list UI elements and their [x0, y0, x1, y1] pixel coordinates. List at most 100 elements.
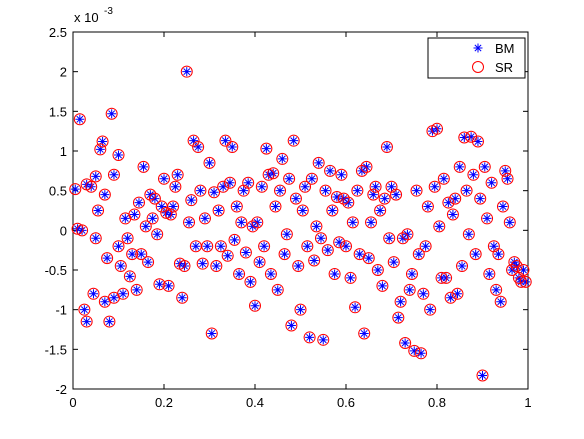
data-point [314, 232, 327, 245]
data-point [185, 194, 198, 207]
data-point [435, 271, 448, 284]
data-point [214, 206, 224, 215]
x-tick-label: 0.8 [428, 395, 446, 410]
data-point [88, 289, 98, 299]
data-point [333, 236, 346, 249]
data-point [89, 232, 102, 245]
data-point [419, 240, 432, 253]
data-point [430, 182, 440, 192]
data-point [136, 249, 146, 259]
data-point [380, 194, 390, 204]
data-point [232, 202, 242, 212]
y-tick-label: 2.5 [49, 25, 67, 40]
data-point [296, 305, 305, 315]
data-point [283, 172, 296, 185]
data-point [164, 208, 177, 221]
data-point [308, 254, 321, 267]
data-point [344, 271, 357, 284]
data-point [400, 338, 410, 348]
data-point [391, 190, 401, 200]
data-point [509, 257, 519, 267]
data-point [396, 232, 409, 245]
data-point [471, 135, 484, 148]
data-point [200, 213, 210, 223]
data-point [355, 164, 368, 177]
data-point [389, 257, 399, 267]
data-point [274, 184, 287, 197]
data-point [448, 209, 458, 219]
data-point [257, 182, 267, 192]
data-point [318, 335, 328, 345]
data-point [407, 269, 417, 279]
data-point [252, 217, 262, 227]
data-point [203, 156, 216, 169]
data-point [478, 160, 491, 173]
data-point [382, 142, 392, 152]
data-point [193, 142, 203, 152]
data-point [275, 186, 285, 196]
data-point [496, 297, 506, 307]
data-point [369, 180, 382, 193]
data-point [408, 344, 421, 357]
data-point [178, 260, 191, 273]
data-point [424, 303, 437, 316]
data-point [446, 208, 459, 221]
y-tick-label: -2 [55, 382, 67, 397]
data-point [255, 180, 268, 193]
y-tick-label: 1.5 [49, 104, 67, 119]
data-point [89, 170, 102, 183]
data-point [494, 295, 507, 308]
data-point [235, 216, 248, 229]
data-point [121, 232, 134, 245]
data-point [351, 184, 364, 197]
data-point [342, 196, 355, 209]
data-point [348, 217, 358, 227]
data-point [95, 144, 105, 154]
data-point [414, 249, 424, 259]
data-point [260, 142, 273, 155]
data-point [335, 168, 348, 181]
data-point [264, 170, 274, 180]
data-point [249, 299, 261, 312]
data-point [202, 241, 212, 251]
data-point [278, 248, 291, 261]
data-point [341, 241, 351, 251]
data-point [171, 168, 184, 181]
data-point [255, 257, 265, 267]
data-point [474, 192, 487, 205]
data-point [417, 287, 430, 300]
data-point [293, 261, 303, 271]
data-point [80, 315, 93, 328]
data-point [282, 229, 292, 239]
data-point [98, 136, 108, 146]
data-point [514, 273, 524, 283]
data-point [145, 190, 155, 200]
data-point [442, 196, 455, 209]
data-point [70, 184, 80, 194]
data-point [362, 252, 375, 265]
x-tick-label: 1 [524, 395, 531, 410]
data-point [439, 174, 449, 184]
data-point [266, 269, 276, 279]
data-point [183, 216, 196, 229]
data-point [405, 267, 418, 280]
data-point [130, 283, 143, 296]
y-tick-label: 0.5 [49, 184, 67, 199]
data-point [303, 331, 316, 344]
data-point [259, 241, 269, 251]
data-point [228, 233, 241, 246]
data-point [392, 311, 405, 324]
data-point [198, 259, 208, 269]
data-point [186, 195, 196, 205]
data-point [471, 249, 481, 259]
data-point [484, 269, 494, 279]
data-point [87, 287, 100, 300]
data-point [239, 186, 249, 196]
data-point [478, 371, 487, 381]
data-point [98, 188, 111, 201]
data-point [230, 200, 243, 213]
data-point [443, 198, 453, 208]
data-point [393, 313, 403, 323]
data-point [459, 133, 469, 143]
data-point [114, 150, 123, 160]
